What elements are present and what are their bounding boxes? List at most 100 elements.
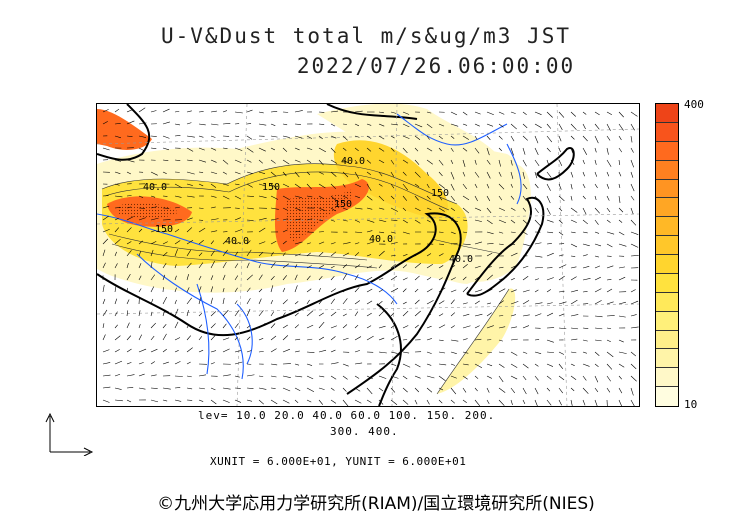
wind-arrow	[174, 361, 181, 365]
wind-arrow	[438, 313, 444, 317]
contour-label: 40.0	[369, 234, 393, 245]
wind-arrow	[522, 243, 530, 246]
wind-arrow	[282, 171, 287, 177]
wind-arrow	[438, 265, 444, 269]
dust-low-sea	[437, 288, 516, 394]
wind-arrow	[366, 254, 372, 257]
wind-arrow	[582, 351, 587, 354]
wind-arrow	[474, 183, 478, 188]
wind-arrow	[138, 250, 142, 257]
wind-arrow	[138, 324, 141, 329]
wind-arrow	[474, 241, 482, 245]
wind-arrow	[630, 159, 634, 168]
wind-arrow	[234, 361, 243, 365]
wind-arrow	[510, 301, 519, 305]
wind-arrow	[270, 299, 273, 305]
wind-arrow	[306, 387, 315, 393]
wind-arrow	[474, 289, 483, 293]
wind-arrow	[594, 171, 598, 177]
wind-arrow	[150, 135, 157, 137]
wind-arrow	[282, 159, 290, 165]
wind-arrow	[378, 159, 385, 164]
wind-arrow	[534, 266, 543, 269]
wind-arrow	[318, 241, 325, 245]
wind-arrow	[114, 171, 121, 175]
wind-arrow	[594, 111, 600, 116]
wind-arrow	[354, 195, 360, 199]
wind-arrow	[510, 314, 517, 317]
wind-arrow	[102, 121, 108, 125]
wind-arrow	[522, 183, 528, 190]
wind-arrow	[414, 324, 419, 329]
wind-arrow	[258, 123, 267, 126]
wind-arrow	[546, 111, 553, 118]
wind-arrow	[294, 123, 301, 125]
wind-arrow	[378, 207, 385, 210]
wind-arrow	[114, 324, 118, 329]
wind-arrow	[162, 387, 171, 390]
wind-arrow	[522, 159, 527, 167]
wind-arrow	[558, 399, 562, 406]
wind-arrow	[366, 241, 374, 245]
colorbar-segment	[656, 349, 678, 369]
wind-arrow	[330, 171, 337, 177]
wind-arrow	[486, 387, 490, 393]
wind-arrow	[210, 206, 216, 209]
wind-arrow	[330, 265, 335, 269]
wind-arrow	[618, 111, 624, 118]
wind-arrow	[294, 195, 302, 198]
wind-arrow	[294, 264, 298, 269]
wind-arrow	[558, 301, 567, 305]
wind-arrow	[450, 219, 458, 222]
wind-arrow	[390, 147, 395, 152]
wind-arrow	[522, 171, 525, 179]
wind-arrow	[618, 207, 624, 213]
wind-arrow	[282, 229, 288, 233]
wind-arrow	[198, 227, 206, 233]
wind-arrow	[450, 399, 456, 404]
wind-arrow	[126, 399, 132, 403]
wind-arrow	[234, 323, 239, 329]
wind-arrow	[546, 312, 554, 317]
wind-arrow	[630, 300, 639, 305]
wind-arrow	[390, 135, 395, 139]
wind-arrow	[234, 195, 242, 200]
wind-arrow	[498, 300, 504, 305]
wind-arrow	[294, 324, 300, 329]
wind-arrow	[258, 399, 264, 405]
wind-arrow	[426, 375, 435, 379]
wind-arrow	[282, 387, 291, 392]
wind-arrow	[306, 324, 314, 329]
wind-arrow	[138, 348, 147, 353]
wind-arrow	[582, 147, 588, 155]
wind-arrow	[270, 135, 278, 138]
wind-arrow	[258, 147, 266, 152]
wind-arrow	[150, 261, 153, 269]
colorbar-segment	[656, 236, 678, 255]
wind-arrow	[114, 387, 122, 390]
colorbar-segment	[656, 273, 678, 293]
wind-arrow	[618, 266, 626, 269]
wind-arrow	[114, 195, 123, 198]
wind-arrow	[258, 375, 264, 377]
wind-arrow	[378, 135, 385, 140]
wind-arrow	[318, 298, 324, 305]
wind-arrow	[462, 159, 466, 167]
wind-arrow	[114, 251, 117, 257]
wind-arrow	[114, 108, 120, 113]
wind-arrow	[606, 111, 612, 116]
wind-arrow	[318, 275, 323, 281]
wind-arrow	[414, 399, 418, 405]
wind-arrow	[270, 147, 276, 151]
wind-arrow	[426, 399, 430, 405]
colorbar-segment	[656, 198, 678, 218]
wind-arrow	[486, 231, 494, 235]
wind-arrow	[474, 375, 479, 379]
wind-arrow	[210, 230, 218, 233]
wind-arrow	[186, 262, 192, 269]
wind-arrow	[522, 195, 527, 201]
wind-arrow	[558, 254, 564, 257]
wind-arrow	[246, 249, 252, 257]
wind-arrow	[606, 301, 614, 305]
wind-arrow	[114, 263, 118, 269]
